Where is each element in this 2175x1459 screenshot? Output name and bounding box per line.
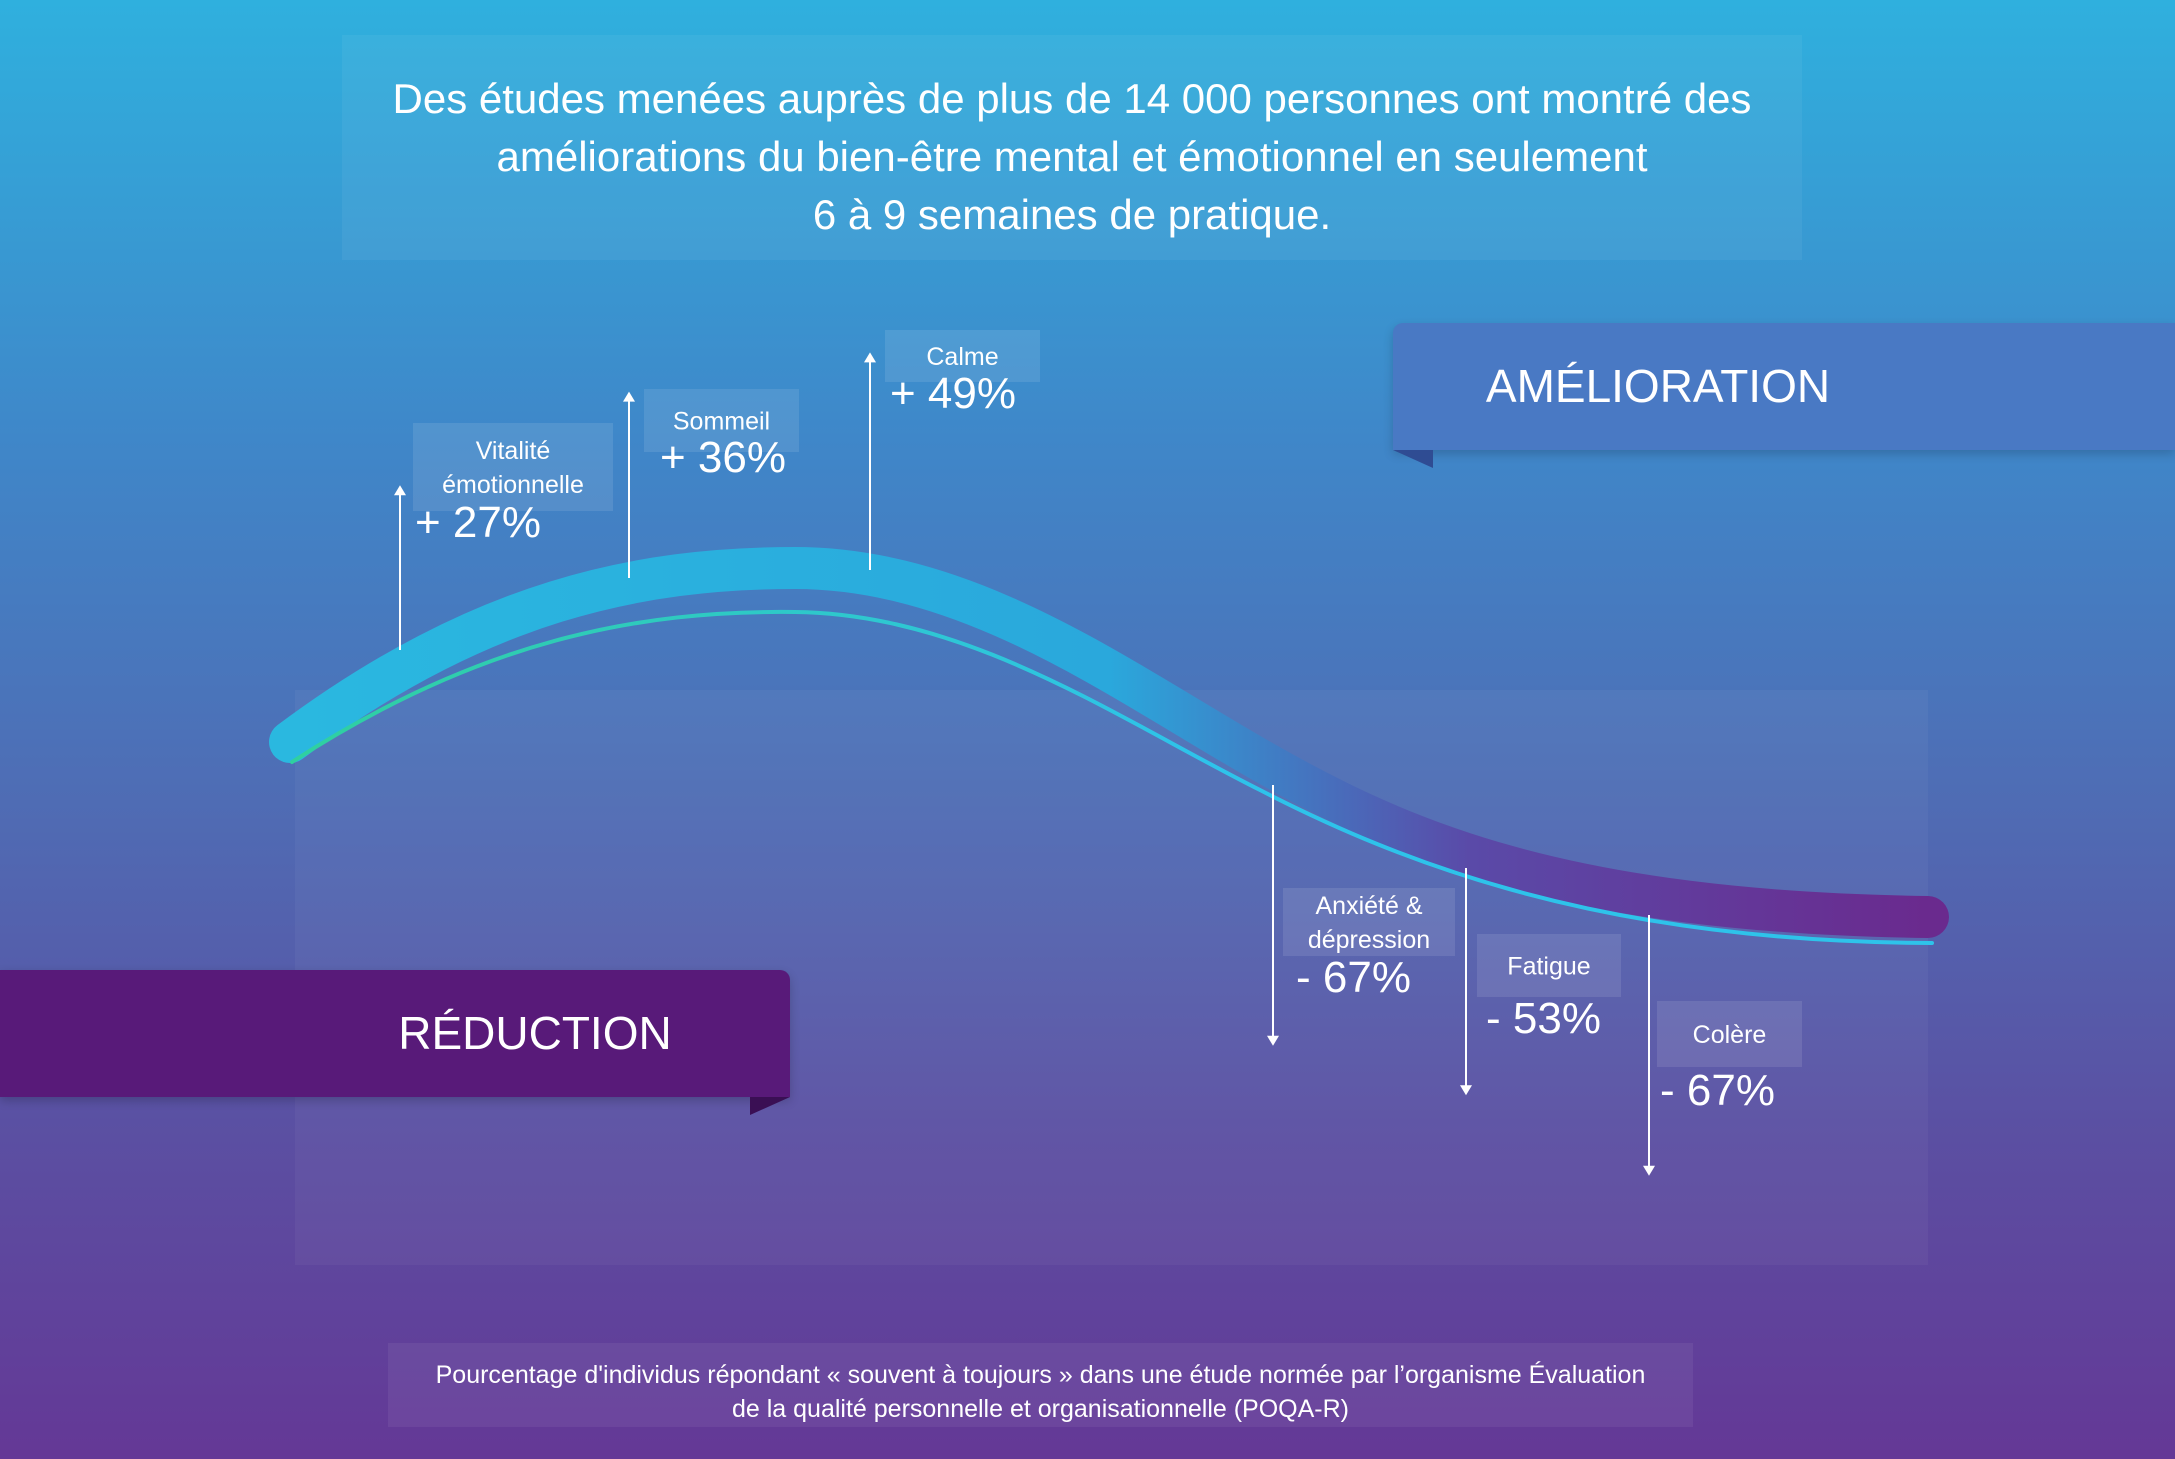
marker-value-label: + 27% bbox=[415, 498, 541, 547]
chart-markers: Vitalité émotionnelle+ 27% Sommeil+ 36% Cal… bbox=[394, 330, 1802, 1176]
headline-background bbox=[342, 35, 1802, 260]
marker-category-label: Fatigue bbox=[1507, 953, 1590, 981]
headline-line-1: Des études menées auprès de plus de 14 0… bbox=[392, 75, 1752, 122]
marker-value-label: - 53% bbox=[1486, 994, 1601, 1043]
arrow-down-icon bbox=[1643, 1165, 1655, 1176]
reduction-ribbon-label: RÉDUCTION bbox=[398, 1007, 672, 1059]
marker-category-label: Colère bbox=[1693, 1021, 1767, 1049]
marker-label-box bbox=[1657, 1001, 1802, 1067]
marker-label-box bbox=[644, 389, 799, 452]
headline-line-2: améliorations du bien-être mental et émo… bbox=[496, 133, 1648, 180]
arrow-up-icon bbox=[623, 391, 635, 402]
arrow-up-icon bbox=[864, 352, 876, 363]
headline-line-3: 6 à 9 semaines de pratique. bbox=[812, 191, 1332, 238]
marker-label-box bbox=[413, 423, 613, 511]
marker-value-label: - 67% bbox=[1296, 953, 1411, 1002]
reduction-ribbon bbox=[0, 970, 790, 1097]
marker-category-label: Calme bbox=[926, 343, 998, 371]
marker-value-label: + 36% bbox=[660, 433, 786, 482]
marker-label-box bbox=[885, 330, 1040, 382]
marker-label-box bbox=[1477, 934, 1621, 997]
wellbeing-curve-band bbox=[269, 546, 1949, 938]
caption-line-2: de la qualité personnelle et organisatio… bbox=[731, 1395, 1350, 1423]
arrow-down-icon bbox=[1460, 1085, 1472, 1096]
improvement-ribbon-label: AMÉLIORATION bbox=[1485, 360, 1831, 412]
headline: Des études menées auprès de plus de 14 0… bbox=[342, 70, 1802, 244]
improvement-ribbon bbox=[1393, 323, 2175, 450]
wellbeing-curve-line bbox=[290, 609, 1934, 945]
caption-line-1: Pourcentage d'individus répondant « souv… bbox=[435, 1361, 1646, 1389]
marker-category-label: Vitalité bbox=[476, 437, 551, 465]
marker-category-label: Anxiété & bbox=[1315, 892, 1422, 920]
marker-category-label: Sommeil bbox=[673, 408, 770, 436]
caption-background bbox=[388, 1343, 1693, 1427]
arrow-up-icon bbox=[394, 485, 406, 496]
marker-value-label: + 49% bbox=[890, 369, 1016, 418]
marker-category-label: émotionnelle bbox=[442, 471, 584, 499]
marker-label-box bbox=[1283, 888, 1455, 956]
caption: Pourcentage d'individus répondant « souv… bbox=[388, 1358, 1693, 1426]
marker-value-label: - 67% bbox=[1660, 1066, 1775, 1115]
marker-category-label: dépression bbox=[1308, 926, 1430, 954]
arrow-down-icon bbox=[1267, 1035, 1279, 1046]
